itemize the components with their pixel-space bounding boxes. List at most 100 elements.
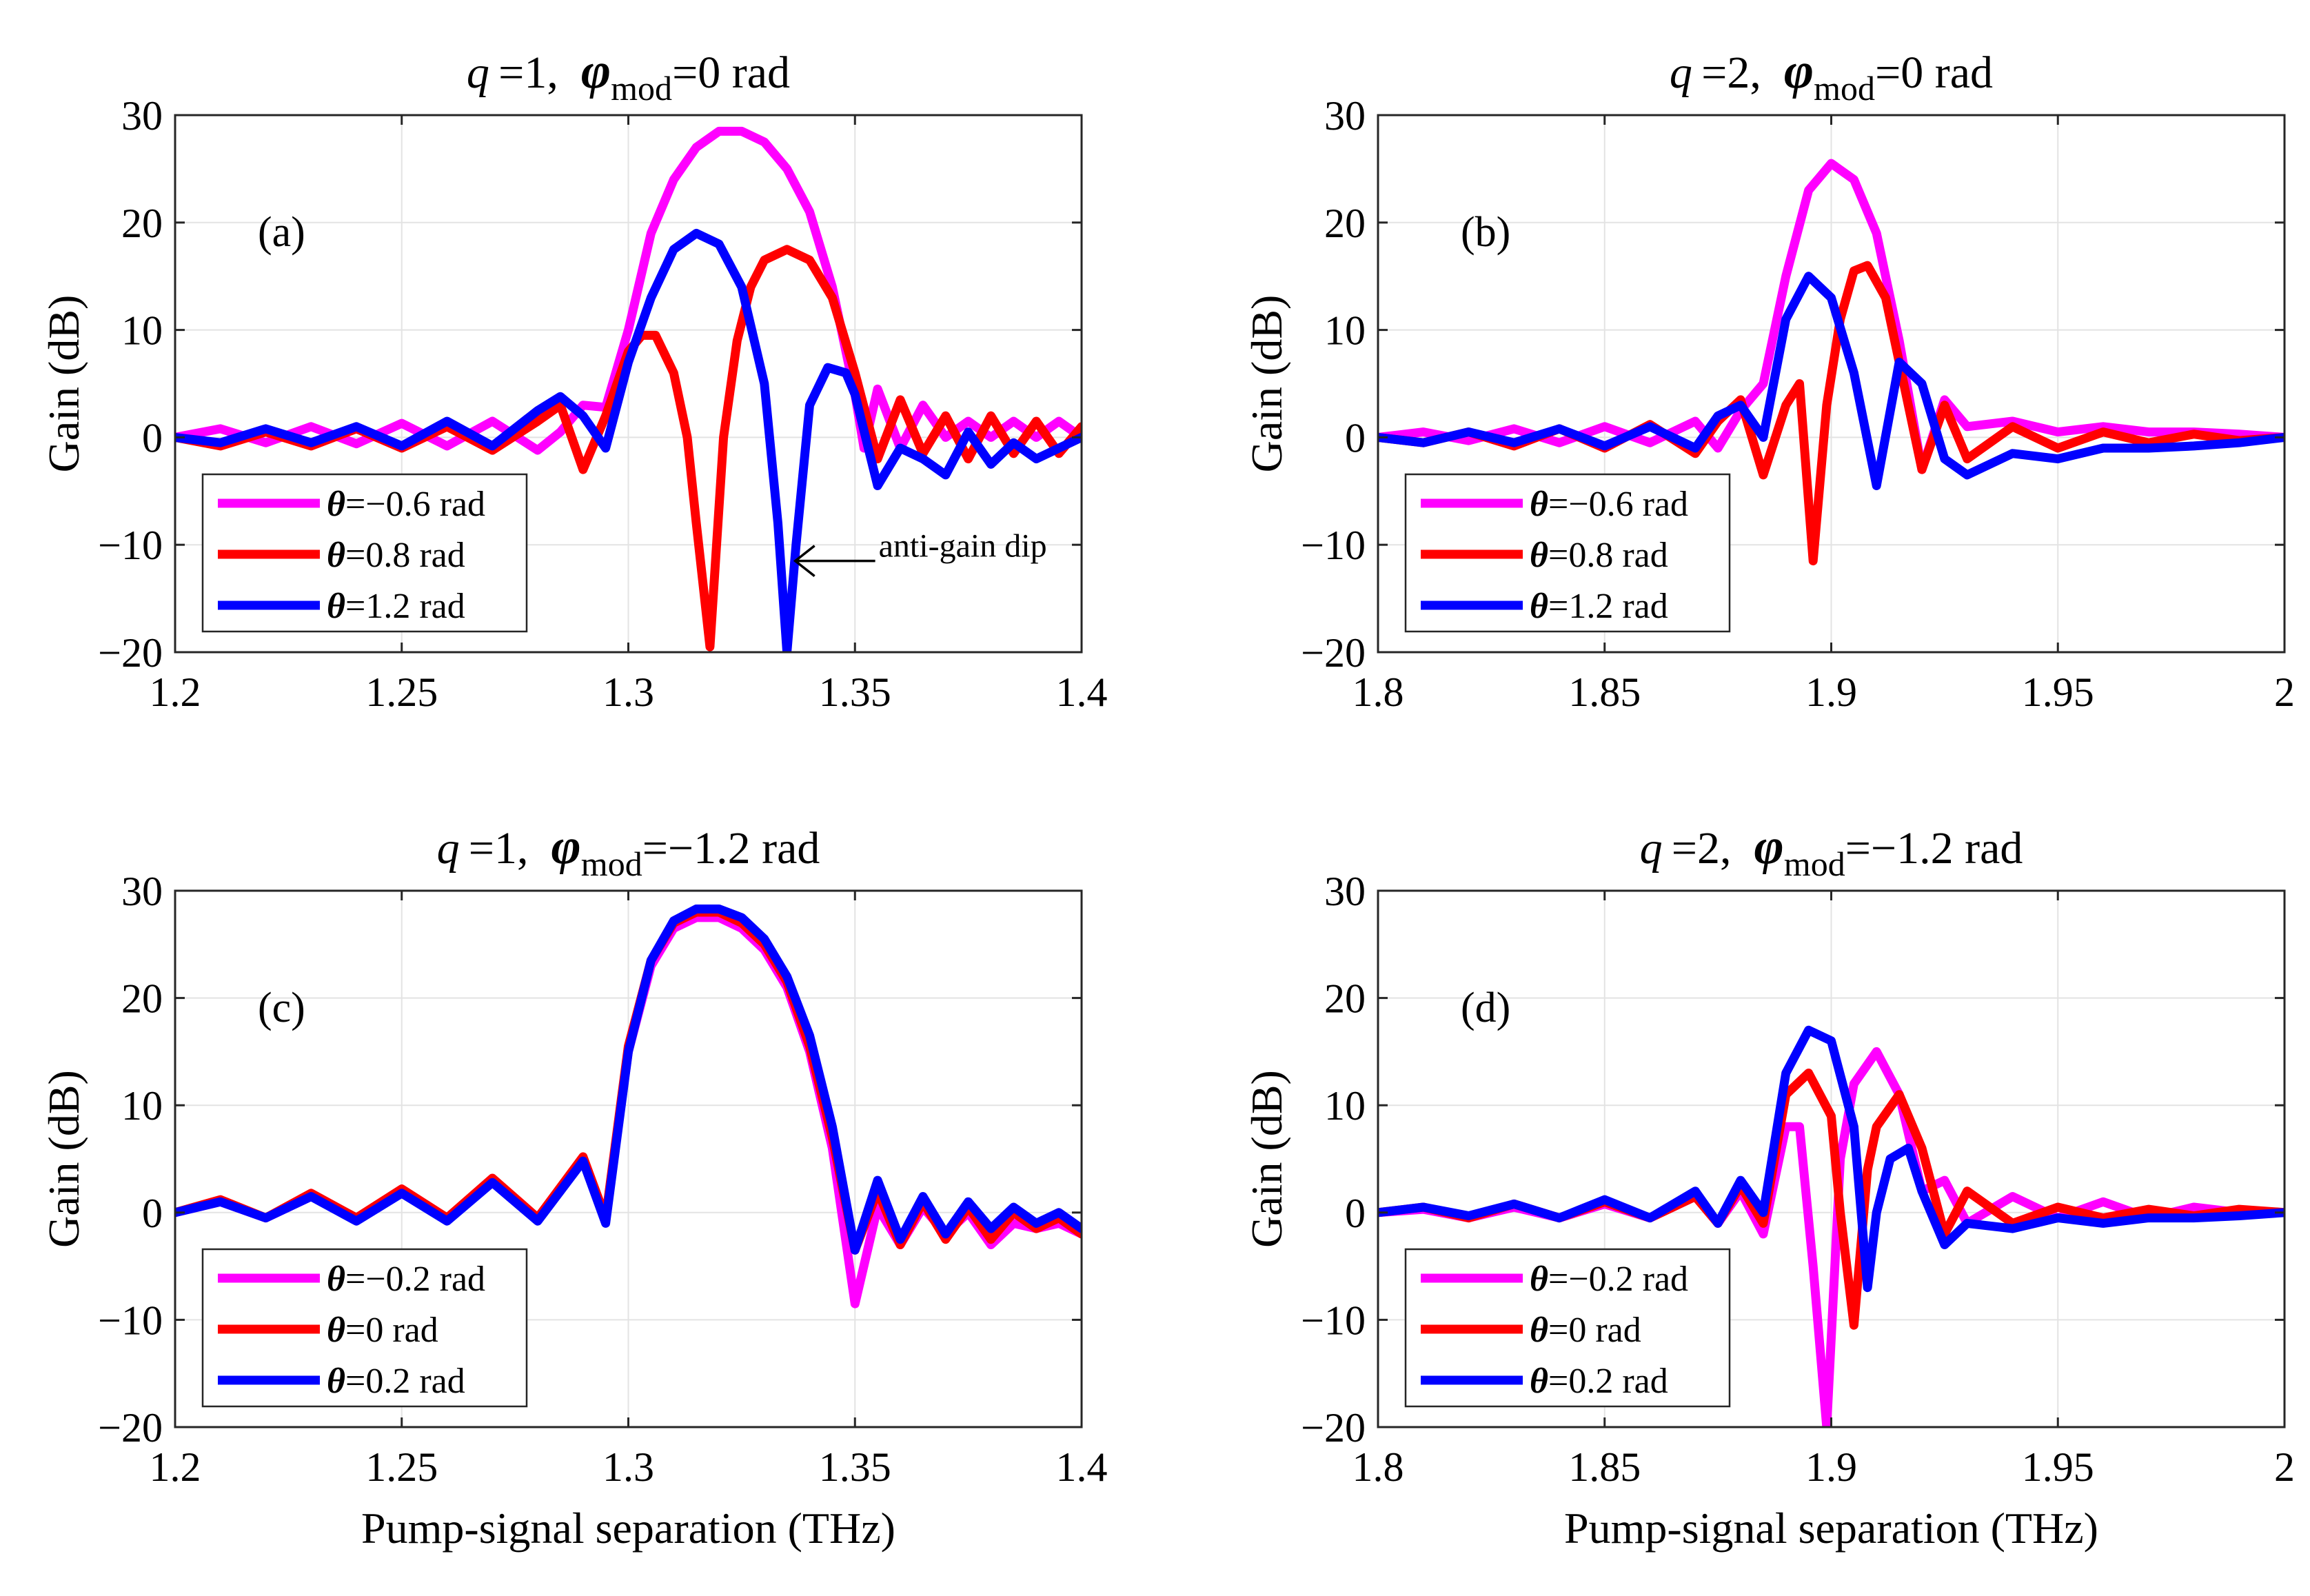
tick-group: 1.8 1.85 1.9 1.95 2 −20 −10 0 10 20 30: [1301, 869, 2295, 1490]
chart-title: q =2, φmod=−1.2 rad: [1640, 818, 2023, 883]
x-tick-label: 1.85: [1568, 669, 1641, 715]
y-tick-label: −20: [1301, 1405, 1366, 1451]
x-tick-label: 1.4: [1056, 1444, 1108, 1490]
x-tick-label: 1.3: [602, 1444, 654, 1490]
legend-theta-symbol: θ: [1530, 1311, 1548, 1350]
legend-theta-value: =−0.2 rad: [345, 1260, 485, 1299]
legend-entry-2: θ=0.8 rad: [1530, 536, 1668, 575]
legend-theta-symbol: θ: [1530, 587, 1548, 626]
x-tick-label: 1.35: [819, 1444, 891, 1490]
legend-entry-2: θ=0 rad: [327, 1311, 438, 1350]
legend-entry-3: θ=0.2 rad: [327, 1362, 465, 1401]
x-tick-label: 1.9: [1805, 1444, 1857, 1490]
chart-panel-a: 1.2 1.25 1.3 1.35 1.4 −20 −10 0 10 20 30 q =1, φmod…: [39, 43, 1108, 715]
legend-theta-value: =0 rad: [1548, 1311, 1641, 1350]
annotation: anti-gain dip: [793, 528, 1047, 577]
legend-theta-symbol: θ: [327, 485, 345, 524]
legend-entry-1: θ=−0.6 rad: [327, 485, 485, 524]
annotation-text: anti-gain dip: [879, 528, 1047, 565]
x-tick-label: 2: [2274, 1444, 2295, 1490]
title-phi-value: =0 rad: [1875, 48, 1993, 98]
chart-title: q =2, φmod=0 rad: [1670, 43, 1993, 108]
title-phi-symbol: φ: [1754, 818, 1784, 875]
legend-theta-symbol: θ: [327, 587, 345, 626]
chart-panel-c: 1.2 1.25 1.3 1.35 1.4 −20 −10 0 10 20 30 q =1, φmod…: [39, 818, 1108, 1553]
title-q-value: =2,: [1663, 823, 1754, 873]
x-tick-label: 1.4: [1056, 669, 1108, 715]
y-tick-label: −20: [98, 630, 163, 676]
legend-theta-symbol: θ: [327, 1260, 345, 1299]
chart-title: q =1, φmod=−1.2 rad: [437, 818, 820, 883]
title-q-symbol: q: [467, 48, 489, 98]
title-phi-value: =0 rad: [672, 48, 790, 98]
legend-theta-symbol: θ: [1530, 1362, 1548, 1401]
title-phi-subscript: mod: [581, 845, 642, 883]
legend-theta-value: =0.2 rad: [345, 1362, 465, 1401]
legend-entry-2: θ=0 rad: [1530, 1311, 1641, 1350]
tick-group: 1.2 1.25 1.3 1.35 1.4 −20 −10 0 10 20 30: [98, 93, 1107, 715]
tick-group: 1.8 1.85 1.9 1.95 2 −20 −10 0 10 20 30: [1301, 93, 2295, 715]
x-axis-label: Pump-signal separation (THz): [1564, 1504, 2098, 1553]
y-tick-label: 0: [1345, 1191, 1366, 1236]
legend: θ=−0.6 rad θ=0.8 rad θ=1.2 rad: [1404, 473, 1731, 633]
legend-entry-3: θ=1.2 rad: [1530, 587, 1668, 626]
title-phi-subscript: mod: [1784, 845, 1845, 883]
y-tick-label: 30: [1324, 93, 1366, 139]
x-tick-label: 1.95: [2022, 1444, 2094, 1490]
legend-theta-value: =0.8 rad: [345, 536, 465, 575]
x-tick-label: 1.2: [150, 1444, 201, 1490]
y-tick-label: 30: [1324, 869, 1366, 914]
y-tick-label: 20: [1324, 201, 1366, 246]
title-phi-symbol: φ: [551, 818, 581, 875]
series-line-3: [175, 905, 1082, 1255]
legend-theta-value: =0.8 rad: [1548, 536, 1668, 575]
legend-theta-value: =1.2 rad: [1548, 587, 1668, 626]
x-tick-label: 1.35: [819, 669, 891, 715]
annotation-arrowhead: [793, 545, 815, 577]
chart-title: q =1, φmod=0 rad: [467, 43, 790, 108]
y-tick-label: 20: [1324, 976, 1366, 1022]
title-phi-subscript: mod: [611, 69, 672, 108]
x-tick-label: 1.3: [602, 669, 654, 715]
legend-theta-symbol: θ: [327, 536, 345, 575]
x-tick-label: 2: [2274, 669, 2295, 715]
title-q-symbol: q: [437, 823, 460, 873]
title-q-value: =1,: [460, 823, 551, 873]
x-tick-label: 1.2: [150, 669, 201, 715]
title-q-value: =1,: [489, 48, 581, 98]
legend-theta-value: =1.2 rad: [345, 587, 465, 626]
series-group: [175, 126, 1082, 652]
x-tick-label: 1.95: [2022, 669, 2094, 715]
legend-entry-2: θ=0.8 rad: [327, 536, 465, 575]
legend-entry-1: θ=−0.2 rad: [327, 1260, 485, 1299]
legend-theta-value: =−0.2 rad: [1548, 1260, 1688, 1299]
x-tick-label: 1.85: [1568, 1444, 1641, 1490]
legend-theta-symbol: θ: [327, 1311, 345, 1350]
series-group: [175, 905, 1082, 1309]
panel-label: (c): [258, 984, 305, 1031]
title-phi-value: =−1.2 rad: [642, 823, 820, 873]
y-tick-label: −10: [98, 1297, 163, 1343]
legend-entry-1: θ=−0.2 rad: [1530, 1260, 1688, 1299]
y-tick-label: 10: [1324, 1083, 1366, 1129]
y-axis-label: Gain (dB): [1242, 1070, 1291, 1248]
title-phi-subscript: mod: [1814, 69, 1875, 108]
y-tick-label: 10: [1324, 308, 1366, 354]
x-tick-label: 1.9: [1805, 669, 1857, 715]
y-tick-label: −10: [98, 523, 163, 568]
y-tick-label: −20: [98, 1405, 163, 1451]
y-tick-label: −10: [1301, 523, 1366, 568]
y-axis-label: Gain (dB): [39, 295, 88, 473]
title-q-value: =2,: [1692, 48, 1784, 98]
legend-entry-1: θ=−0.6 rad: [1530, 485, 1688, 524]
title-phi-symbol: φ: [1784, 43, 1814, 99]
legend-theta-symbol: θ: [327, 1362, 345, 1401]
y-tick-label: 0: [1345, 415, 1366, 461]
